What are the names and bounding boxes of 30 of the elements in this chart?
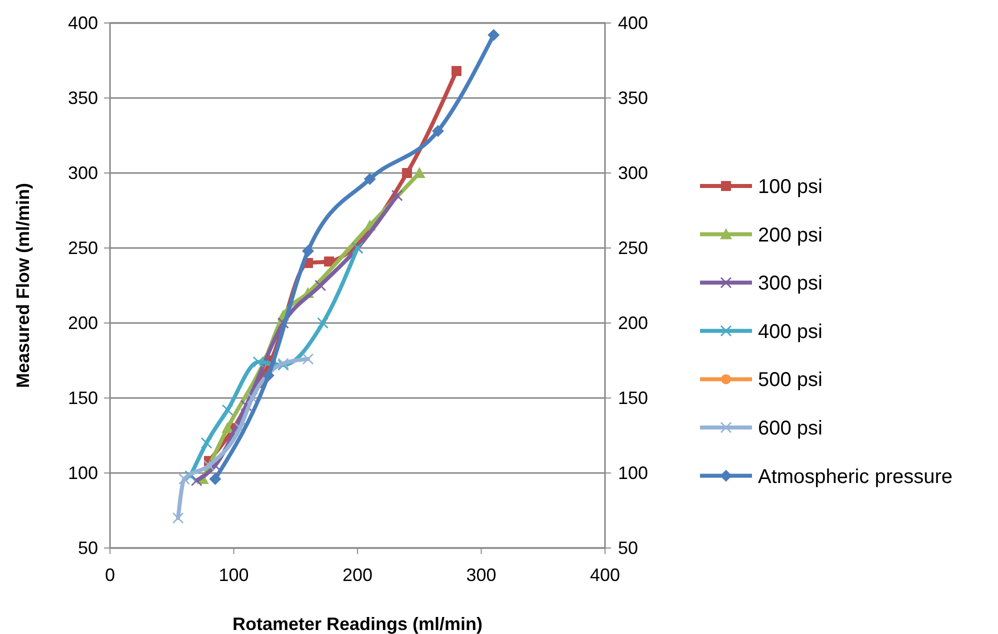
- y-tick-label: 50: [78, 538, 98, 558]
- y-tick-label: 300: [68, 163, 98, 183]
- legend-label: 400 psi: [758, 320, 822, 343]
- y2-tick-label: 50: [618, 538, 638, 558]
- x-tick-label: 100: [218, 565, 249, 585]
- y-tick-label: 150: [68, 388, 98, 408]
- y2-tick-label: 350: [618, 88, 648, 108]
- x-tick-label: 400: [590, 565, 620, 585]
- legend-label: 100 psi: [758, 176, 822, 198]
- y2-tick-label: 400: [618, 13, 648, 33]
- y2-tick-label: 150: [618, 388, 648, 408]
- y-tick-label: 100: [68, 463, 98, 483]
- y2-tick-label: 200: [618, 313, 648, 333]
- legend-label: Atmospheric pressure: [758, 466, 953, 488]
- legend-label: 500 psi: [758, 369, 822, 392]
- y-axis-title: Measured Flow (ml/min): [13, 182, 33, 388]
- x-axis-title: Rotameter Readings (ml/min): [232, 614, 483, 634]
- y2-tick-label: 250: [618, 238, 648, 258]
- y-tick-label: 350: [68, 88, 98, 108]
- legend-label: 600 psi: [758, 418, 822, 440]
- y-tick-label: 200: [68, 313, 98, 333]
- legend-label: 200 psi: [758, 224, 822, 246]
- y-tick-label: 400: [68, 13, 98, 33]
- y-tick-label: 250: [68, 238, 98, 258]
- legend-label: 300 psi: [758, 272, 822, 295]
- x-tick-label: 200: [342, 565, 373, 585]
- y2-tick-label: 300: [618, 163, 648, 183]
- x-tick-label: 300: [466, 565, 496, 585]
- y2-tick-label: 100: [618, 463, 648, 483]
- x-tick-label: 0: [104, 565, 116, 585]
